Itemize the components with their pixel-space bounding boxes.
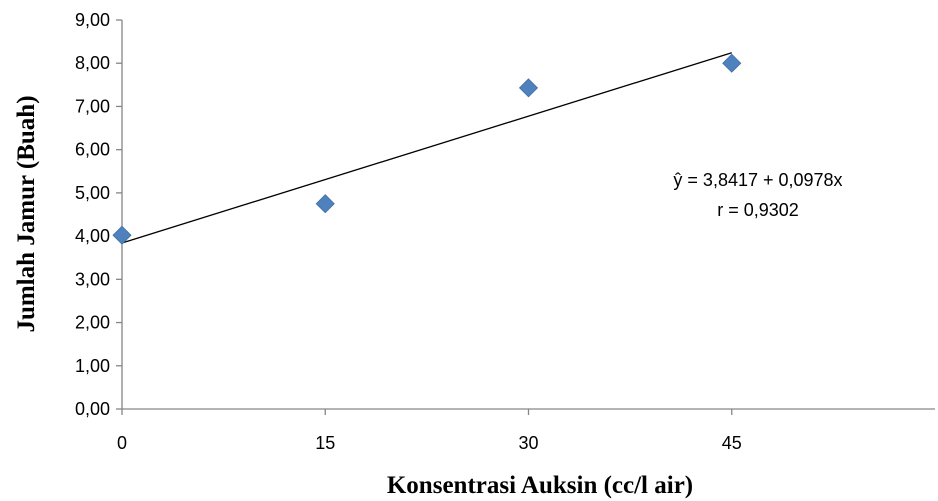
x-axis-ticks: 0 15 30 45 [117,409,742,453]
y-tick-label: 4,00 [75,226,110,246]
y-tick-label: 8,00 [75,53,110,73]
y-axis-title: Jumlah Jamur (Buah) [13,95,40,332]
y-tick-label: 2,00 [75,313,110,333]
x-tick-label: 0 [117,433,127,453]
data-point [315,194,335,214]
y-tick-label: 5,00 [75,183,110,203]
x-tick-label: 30 [518,433,538,453]
y-tick-label: 9,00 [75,10,110,30]
data-point [722,53,742,73]
equation-label: ŷ = 3,8417 + 0,0978x [673,170,842,190]
y-tick-label: 0,00 [75,399,110,419]
y-tick-label: 1,00 [75,356,110,376]
y-tick-label: 3,00 [75,269,110,289]
x-axis-title: Konsentrasi Auksin (cc/l air) [387,472,693,499]
trendline [121,52,732,244]
y-tick-label: 7,00 [75,96,110,116]
y-tick-label: 6,00 [75,140,110,160]
x-tick-label: 15 [315,433,335,453]
data-points [112,53,742,245]
data-point [518,78,539,98]
correlation-label: r = 0,9302 [717,200,799,220]
data-point [112,225,132,245]
trendline-group [121,52,732,244]
x-tick-label: 45 [722,433,742,453]
y-axis-ticks: 0,00 1,00 2,00 3,00 4,00 5,00 6,00 7,00 8,00 9,00 [75,10,122,419]
